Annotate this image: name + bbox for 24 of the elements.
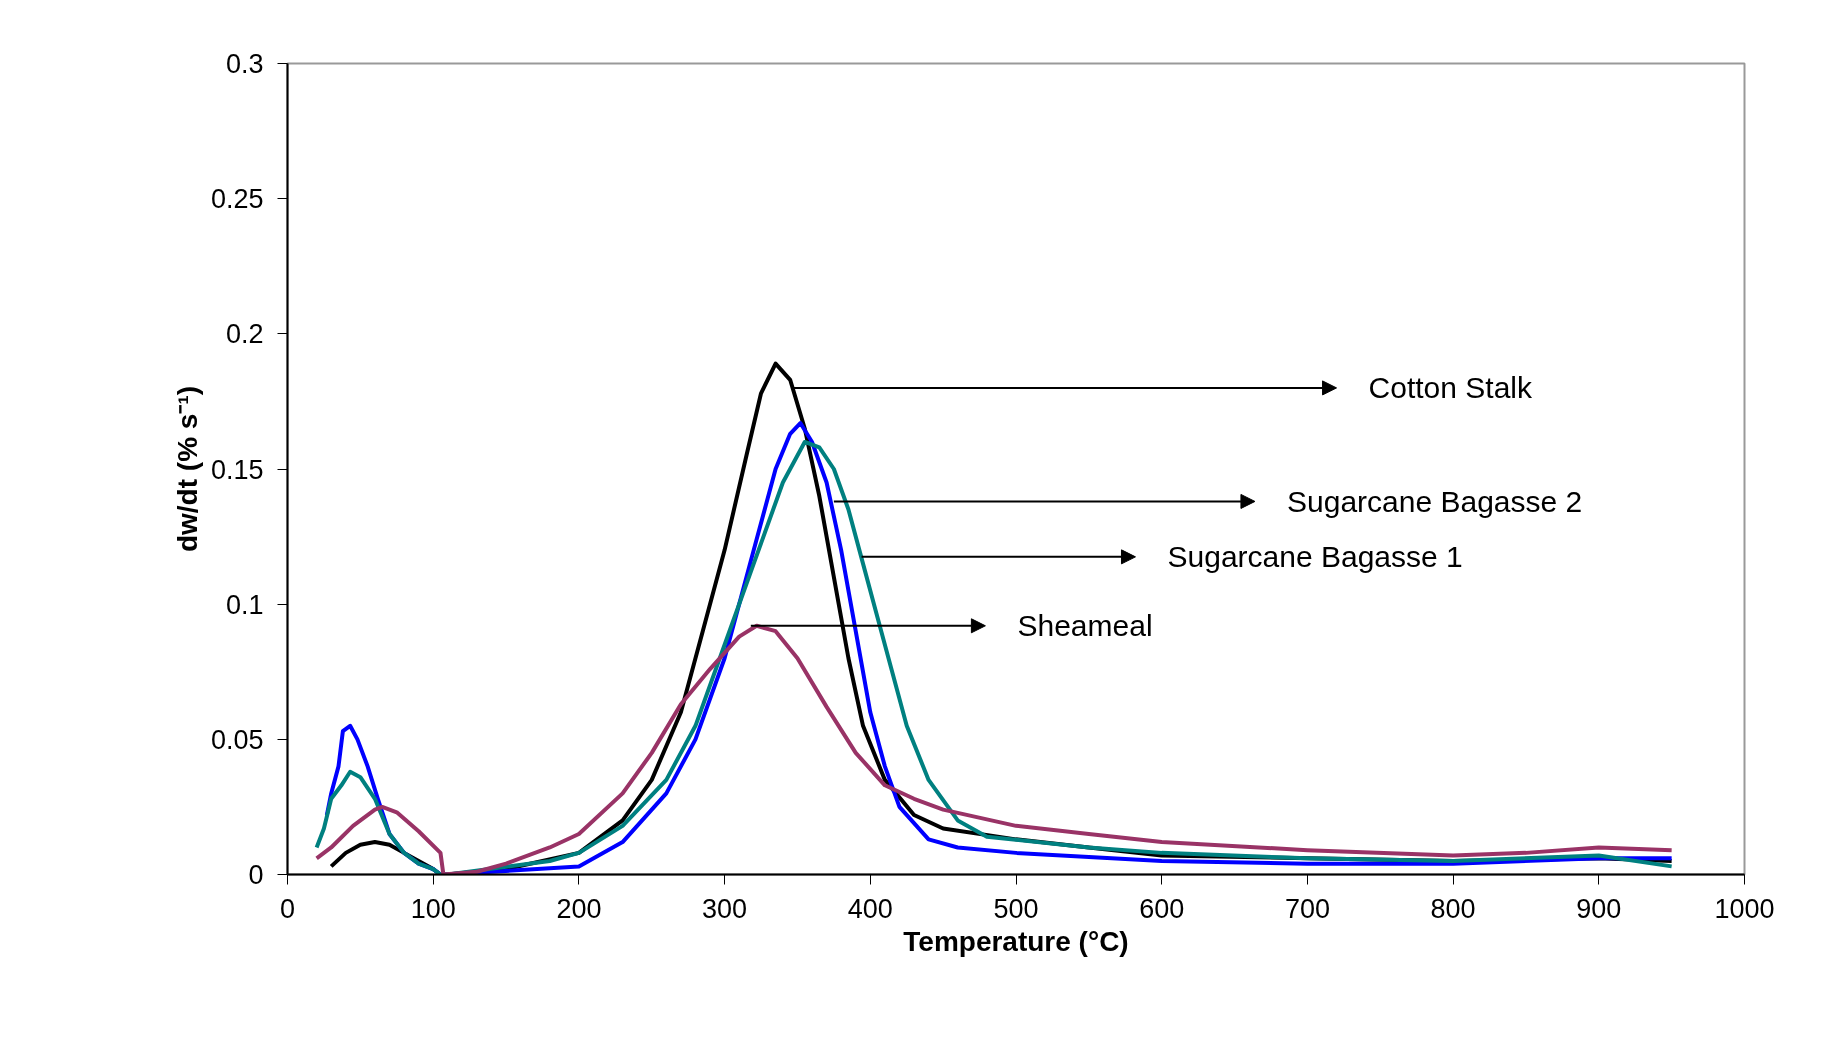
x-tick-label: 200 xyxy=(556,893,602,924)
y-tick-label: 0.15 xyxy=(210,454,264,485)
y-tick-label: 0 xyxy=(248,860,264,890)
annotation: Sugarcane Bagasse 2 xyxy=(1287,484,1583,518)
y-tick-label: 0.2 xyxy=(225,319,264,350)
y-tick-label: 0.1 xyxy=(225,589,264,620)
x-tick-label: 400 xyxy=(847,893,893,924)
y-axis-title: dw/dt (% s⁻¹) xyxy=(171,385,203,553)
x-tick-label: 300 xyxy=(702,893,748,924)
y-tick-label: 0.25 xyxy=(210,184,264,215)
x-tick-label: 900 xyxy=(1576,893,1622,924)
x-tick-label: 800 xyxy=(1430,893,1476,924)
annotation: Cotton Stalk xyxy=(1368,371,1534,405)
y-tick-label: 0.05 xyxy=(210,724,264,755)
y-tick-label: 0.3 xyxy=(225,49,264,79)
annotation: Sugarcane Bagasse 1 xyxy=(1167,540,1463,574)
x-tick-label: 600 xyxy=(1139,893,1185,924)
x-tick-label: 1000 xyxy=(1714,893,1775,924)
x-tick-label: 0 xyxy=(279,893,296,924)
x-axis-title: Temperature (°C) xyxy=(903,925,1129,957)
x-tick-label: 700 xyxy=(1284,893,1330,924)
x-tick-label: 500 xyxy=(993,893,1039,924)
x-tick-label: 100 xyxy=(410,893,456,924)
annotation: Sheameal xyxy=(1017,609,1153,643)
